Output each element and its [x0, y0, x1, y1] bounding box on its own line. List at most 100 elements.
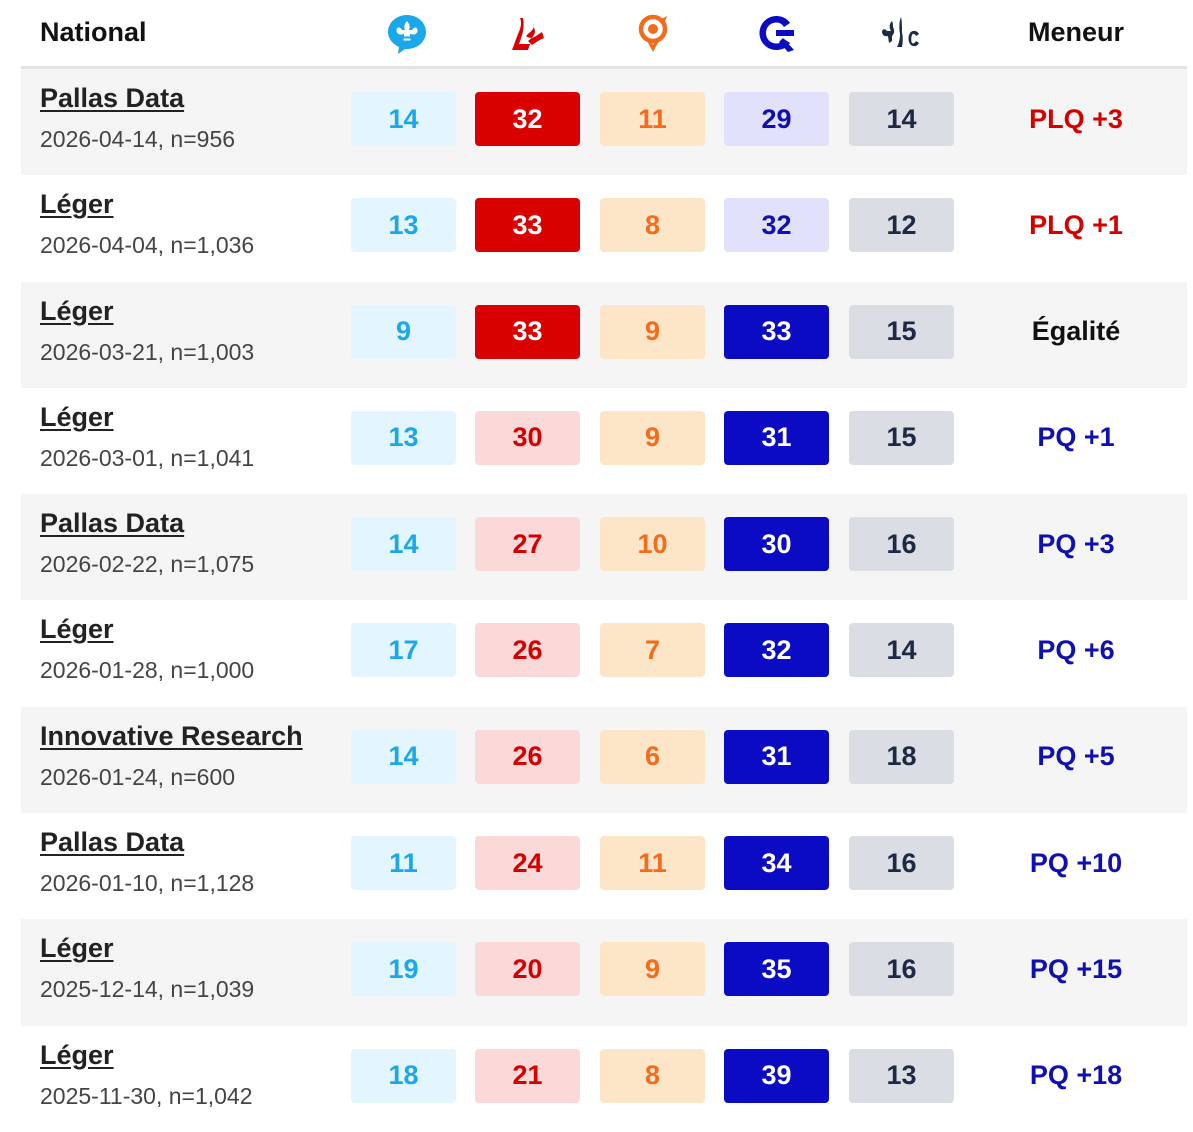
- poll-date-sample: 2026-01-10, n=1,128: [40, 870, 255, 897]
- pq-value: 32: [724, 623, 829, 678]
- table-row: Pallas Data 2026-02-22, n=1,075 14 27 10 30 16…: [21, 494, 1187, 601]
- plq-value: 26: [475, 729, 580, 784]
- qs-value: 14: [351, 729, 456, 784]
- pq-value: 29: [724, 92, 829, 146]
- pcq-value: 16: [849, 942, 954, 997]
- pq-value: 32: [724, 198, 829, 253]
- leader-column-title: Meneur: [1027, 17, 1125, 47]
- table-row: Léger 2026-03-01, n=1,041 13 30 9 31 15 PQ +1: [21, 388, 1187, 494]
- qs-value: 14: [351, 92, 456, 146]
- pollster-link[interactable]: Léger: [40, 189, 114, 220]
- plq-value: 20: [475, 942, 580, 997]
- pq-value: 39: [724, 1048, 829, 1103]
- qs-value: 14: [351, 517, 456, 572]
- pcq-value: 13: [849, 1048, 954, 1103]
- plq-value: 32: [475, 92, 580, 146]
- qs-solidaire-value: 8: [600, 1048, 705, 1103]
- poll-date-sample: 2026-03-01, n=1,041: [40, 444, 255, 471]
- pq-value: 31: [724, 729, 829, 784]
- poll-date-sample: 2026-02-22, n=1,075: [40, 551, 255, 578]
- leader-value: PQ +6: [1037, 634, 1115, 665]
- qs-solidaire-value: 6: [600, 729, 705, 784]
- region-title: National: [40, 17, 147, 47]
- qs-solidaire-value: 7: [600, 623, 705, 678]
- pcq-icon: [879, 12, 923, 56]
- pcq-value: 14: [849, 623, 954, 678]
- plq-value: 33: [475, 304, 580, 359]
- pollster-link[interactable]: Pallas Data: [40, 827, 185, 858]
- pollster-link[interactable]: Léger: [40, 295, 114, 326]
- pq-value: 35: [724, 942, 829, 997]
- leader-value: PQ +3: [1037, 528, 1115, 559]
- pcq-value: 16: [849, 836, 954, 891]
- table-row: Pallas Data 2026-04-14, n=956 14 32 11 29 14 PL…: [21, 69, 1187, 176]
- plq-value: 27: [475, 517, 580, 572]
- qs-solidaire-value: 8: [600, 198, 705, 253]
- pq-icon: [755, 12, 799, 56]
- pollster-link[interactable]: Pallas Data: [40, 508, 185, 539]
- pcq-value: 15: [849, 410, 954, 465]
- pollster-link[interactable]: Léger: [40, 401, 114, 432]
- qs-solidaire-value: 9: [600, 410, 705, 465]
- pcq-value: 14: [849, 92, 954, 146]
- plq-value: 21: [475, 1048, 580, 1103]
- poll-date-sample: 2025-12-14, n=1,039: [40, 976, 255, 1003]
- qs-solidaire-icon: [631, 12, 675, 56]
- poll-date-sample: 2026-04-04, n=1,036: [40, 232, 255, 259]
- table-row: Léger 2025-11-30, n=1,042 18 21 8 39 13 PQ +18: [21, 1026, 1187, 1132]
- qs-value: 13: [351, 410, 456, 465]
- pcq-value: 12: [849, 198, 954, 253]
- qs-solidaire-value: 11: [600, 92, 705, 146]
- leader-value: PQ +1: [1037, 422, 1115, 453]
- pollster-link[interactable]: Pallas Data: [40, 83, 185, 113]
- pollster-link[interactable]: Innovative Research: [40, 720, 303, 751]
- pcq-value: 15: [849, 304, 954, 359]
- poll-date-sample: 2026-01-24, n=600: [40, 763, 236, 790]
- pcq-value: 18: [849, 729, 954, 784]
- pq-value: 33: [724, 304, 829, 359]
- qs-solidaire-value: 9: [600, 942, 705, 997]
- qs-value: 13: [351, 198, 456, 253]
- qs-value: 19: [351, 942, 456, 997]
- pq-value: 30: [724, 517, 829, 572]
- plq-value: 24: [475, 836, 580, 891]
- qs-value: 17: [351, 623, 456, 678]
- pcq-value: 16: [849, 517, 954, 572]
- leader-value: PQ +5: [1037, 741, 1115, 772]
- poll-date-sample: 2025-11-30, n=1,042: [40, 1082, 253, 1109]
- poll-date-sample: 2026-03-21, n=1,003: [40, 338, 255, 365]
- poll-rows: Pallas Data 2026-04-14, n=956 14 32 11 29 14 PL…: [21, 69, 1187, 1132]
- leader-value: PLQ +1: [1029, 209, 1123, 240]
- plq-value: 33: [475, 198, 580, 253]
- poll-date-sample: 2026-01-28, n=1,000: [40, 657, 255, 684]
- poll-date-sample: 2026-04-14, n=956: [40, 126, 236, 152]
- table-row: Pallas Data 2026-01-10, n=1,128 11 24 11 34 16…: [21, 813, 1187, 919]
- plq-icon: [506, 12, 550, 56]
- pollster-link[interactable]: Léger: [40, 933, 114, 964]
- table-row: Léger 2026-03-21, n=1,003 9 33 9 33 15 Égalité: [21, 281, 1187, 388]
- table-header: National: [21, 0, 1187, 69]
- qs-solidaire-value: 9: [600, 304, 705, 359]
- leader-value: PQ +18: [1029, 1060, 1123, 1091]
- qs-solidaire-value: 10: [600, 517, 705, 572]
- qs-icon: [385, 12, 429, 56]
- table-row: Léger 2025-12-14, n=1,039 19 20 9 35 16 PQ +15: [21, 919, 1187, 1026]
- pollster-link[interactable]: Léger: [40, 614, 114, 645]
- leader-value: Égalité: [1031, 316, 1121, 347]
- plq-value: 26: [475, 623, 580, 678]
- leader-value: PQ +10: [1029, 847, 1123, 878]
- polls-table: National: [21, 0, 1187, 1132]
- plq-value: 30: [475, 410, 580, 465]
- table-row: Léger 2026-01-28, n=1,000 17 26 7 32 14 PQ +6: [21, 600, 1187, 706]
- pq-value: 31: [724, 410, 829, 465]
- qs-value: 9: [351, 304, 456, 359]
- table-row: Léger 2026-04-04, n=1,036 13 33 8 32 12 PLQ +1: [21, 175, 1187, 281]
- qs-solidaire-value: 11: [600, 836, 705, 891]
- qs-value: 11: [351, 836, 456, 891]
- leader-value: PQ +15: [1029, 953, 1123, 984]
- table-row: Innovative Research 2026-01-24, n=600 14 26…: [21, 706, 1187, 814]
- pollster-link[interactable]: Léger: [40, 1039, 114, 1070]
- qs-value: 18: [351, 1048, 456, 1103]
- leader-value: PLQ +3: [1029, 103, 1123, 134]
- pq-value: 34: [724, 836, 829, 891]
